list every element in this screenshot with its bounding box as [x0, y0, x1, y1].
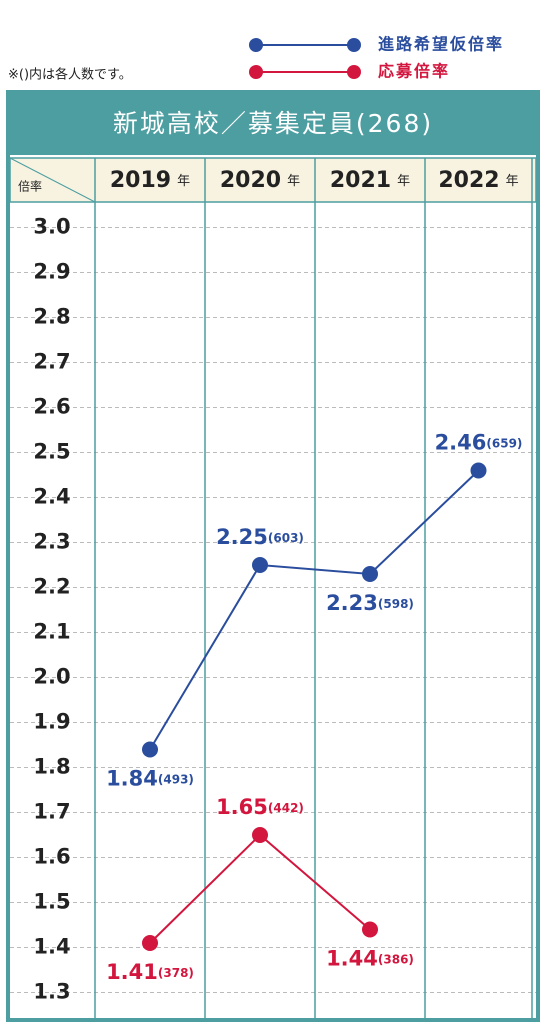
- data-point: [142, 741, 158, 758]
- data-point: [362, 566, 378, 582]
- chart-title: 新城高校／募集定員(268): [113, 109, 433, 138]
- count-label: (378): [158, 966, 194, 980]
- header-diagonal: [9, 157, 96, 203]
- value-label: 1.65: [216, 795, 268, 819]
- y-tick-label: 1.7: [33, 800, 70, 824]
- data-label: 1.65(442): [216, 795, 304, 819]
- data-point: [362, 921, 378, 938]
- y-tick-label: 2.9: [33, 260, 70, 284]
- y-tick-label: 2.3: [33, 530, 70, 554]
- count-label: (386): [378, 952, 414, 966]
- value-label: 2.46: [435, 431, 487, 455]
- data-point: [142, 935, 158, 951]
- y-tick-label: 1.5: [33, 890, 70, 914]
- count-label: (603): [268, 531, 304, 545]
- category-year: 2019: [110, 168, 171, 193]
- count-label: (598): [378, 597, 414, 611]
- y-tick-label: 2.2: [33, 575, 70, 599]
- title-band: [8, 92, 538, 155]
- value-label: 1.41: [106, 960, 158, 984]
- x-tick-label: 2019 年: [110, 168, 190, 193]
- legend-label: 進路希望仮倍率: [378, 35, 504, 54]
- data-label: 1.84(493): [106, 767, 194, 791]
- category-suffix: 年: [397, 174, 410, 189]
- x-tick-label: 2021 年: [330, 168, 410, 193]
- count-label: (493): [158, 772, 194, 786]
- category-year: 2020: [220, 168, 281, 193]
- y-tick-label: 1.9: [33, 710, 70, 734]
- category-suffix: 年: [177, 174, 190, 189]
- frame: [6, 90, 540, 1022]
- y-tick-label: 1.6: [33, 845, 70, 869]
- legend-label: 応募倍率: [378, 62, 450, 81]
- y-tick-label: 2.8: [33, 305, 70, 329]
- value-label: 2.23: [326, 591, 378, 615]
- y-tick-label: 2.6: [33, 395, 70, 419]
- y-tick-label: 2.5: [33, 440, 70, 464]
- y-tick-label: 2.1: [33, 620, 70, 644]
- x-tick-label: 2020 年: [220, 168, 300, 193]
- legend-dot: [347, 38, 361, 52]
- category-year: 2022: [438, 168, 499, 193]
- data-label: 1.41(378): [106, 960, 194, 984]
- data-label: 2.25(603): [216, 525, 304, 549]
- count-label: (442): [268, 801, 304, 815]
- y-tick-label: 1.3: [33, 980, 70, 1004]
- data-point: [470, 462, 487, 479]
- count-label: (659): [486, 436, 522, 450]
- data-point: [252, 827, 268, 843]
- y-tick-label: 2.4: [33, 485, 70, 509]
- x-tick-label: 2022 年: [438, 168, 518, 193]
- category-suffix: 年: [506, 174, 519, 189]
- series-line: [149, 469, 480, 751]
- category-year: 2021: [330, 168, 391, 193]
- data-label: 2.23(598): [326, 591, 414, 615]
- y-tick-label: 2.0: [33, 665, 70, 689]
- y-tick-label: 1.4: [33, 935, 70, 959]
- y-tick-label: 3.0: [33, 215, 70, 239]
- value-label: 1.84: [106, 767, 158, 791]
- y-tick-label: 1.8: [33, 755, 70, 779]
- data-label: 1.44(386): [326, 947, 414, 971]
- legend-dot: [249, 38, 263, 52]
- data-point: [252, 557, 268, 573]
- value-label: 1.44: [326, 947, 378, 971]
- data-label: 2.46(659): [435, 431, 523, 455]
- value-label: 2.25: [216, 525, 268, 549]
- legend-dot: [347, 65, 361, 79]
- header-row: [9, 157, 537, 203]
- category-suffix: 年: [287, 174, 300, 189]
- y-axis-label: 倍率: [18, 179, 42, 194]
- note: ※()内は各人数です。: [8, 67, 132, 83]
- y-tick-label: 2.7: [33, 350, 70, 374]
- legend-dot: [249, 65, 263, 79]
